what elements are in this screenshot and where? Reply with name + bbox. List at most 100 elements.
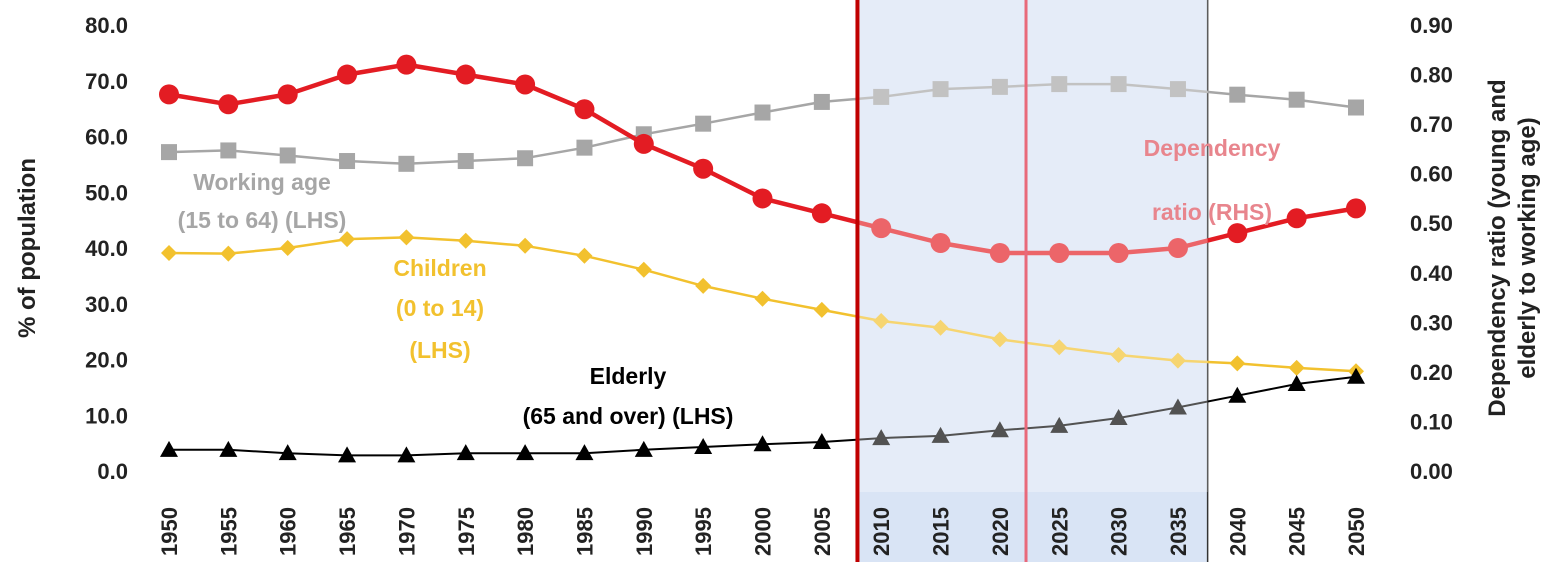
children-marker [932,319,949,336]
elderly-marker [634,440,653,457]
working-marker [161,144,177,161]
working-age-label: Working age [193,169,331,195]
elderly-marker [694,438,713,455]
elderly-marker [1050,416,1069,433]
x-tick-label: 2010 [869,507,894,556]
left-tick-label: 30.0 [85,292,128,317]
working-marker [398,155,415,172]
dependency-marker [1108,242,1129,263]
working-marker [932,81,949,98]
working-marker [695,115,712,132]
right-tick-label: 0.60 [1410,162,1453,187]
elderly-marker [753,435,772,452]
dependency-marker [337,64,358,85]
elderly-marker [160,440,178,457]
children-marker [991,331,1008,348]
working-marker [1110,76,1127,93]
right-tick-label: 0.90 [1410,13,1453,38]
working-marker [873,88,890,105]
working-marker [1051,76,1068,93]
elderly-marker [456,444,475,461]
dependency-marker [811,203,832,224]
elderly-marker [1287,375,1306,392]
x-tick-label: 2035 [1166,507,1191,556]
left-tick-label: 60.0 [85,125,128,150]
x-tick-label: 1950 [157,507,182,556]
children-label: Children [393,255,486,281]
working-marker [1288,91,1305,108]
right-axis-title-line2: elderly to working age) [1514,117,1541,378]
left-axis-title: % of population [14,158,41,338]
right-tick-label: 0.70 [1410,112,1453,137]
x-tick-label: 2020 [988,507,1013,556]
x-tick-label: 1975 [454,507,479,556]
dependency-marker [752,188,773,209]
dependency-marker [930,233,951,254]
x-tick-label: 2015 [929,507,954,556]
left-tick-label: 40.0 [85,236,128,261]
left-tick-label: 10.0 [85,403,128,428]
dependency-marker [1049,242,1070,263]
children-marker [457,232,474,249]
dependency-marker [1346,198,1366,219]
projection-shading [857,0,1209,562]
dependency-marker [574,99,595,120]
x-tick-label: 1970 [394,507,419,556]
dependency-marker [1286,208,1307,229]
left-tick-label: 20.0 [85,348,128,373]
working-marker [1348,99,1364,116]
dependency-marker [515,74,536,95]
working-marker [813,93,830,110]
elderly-marker [575,444,594,461]
elderly-marker [219,440,238,457]
right-tick-label: 0.50 [1410,211,1453,236]
dependency-marker [693,158,714,179]
children-marker [517,237,534,254]
elderly-label-2: (65 and over) (LHS) [523,403,734,429]
children-marker [220,245,237,262]
elderly-marker [1109,409,1128,426]
elderly-marker [338,446,357,463]
working-marker [517,150,534,167]
x-tick-label: 2000 [751,507,776,556]
left-tick-label: 80.0 [85,13,128,38]
dependency-marker [159,84,179,105]
children-marker [1051,339,1068,356]
x-tick-label: 1955 [216,507,241,556]
dependency-marker [633,133,654,154]
dependency-marker [455,64,476,85]
elderly-marker [872,429,891,446]
elderly-marker [516,444,535,461]
x-tick-label: 1965 [335,507,360,556]
elderly-marker [931,426,950,443]
working-marker [457,153,474,170]
right-tick-label: 0.30 [1410,310,1453,335]
working-marker [220,142,237,159]
children-label-2: (0 to 14) [396,295,484,321]
elderly-marker [990,421,1009,438]
children-marker [398,229,415,246]
right-tick-label: 0.00 [1410,459,1453,484]
right-tick-label: 0.40 [1410,261,1453,286]
left-tick-label: 70.0 [85,69,128,94]
left-tick-label: 50.0 [85,180,128,205]
working-marker [754,104,771,121]
children-marker [161,245,177,262]
dependency-marker [871,218,892,239]
children-marker [813,301,830,318]
right-tick-label: 0.20 [1410,360,1453,385]
x-tick-label: 2045 [1285,507,1310,556]
children-label-3: (LHS) [409,337,470,363]
dependency-marker [218,94,239,115]
children-marker [1288,359,1305,376]
projection-region [857,0,1208,562]
working-marker [339,153,356,170]
x-tick-label: 1985 [572,507,597,556]
x-tick-label: 1960 [276,507,301,556]
working-marker [576,139,593,156]
children-marker [1229,355,1246,372]
working-marker [1229,86,1246,103]
elderly-label: Elderly [590,363,667,389]
children-marker [1110,347,1127,364]
